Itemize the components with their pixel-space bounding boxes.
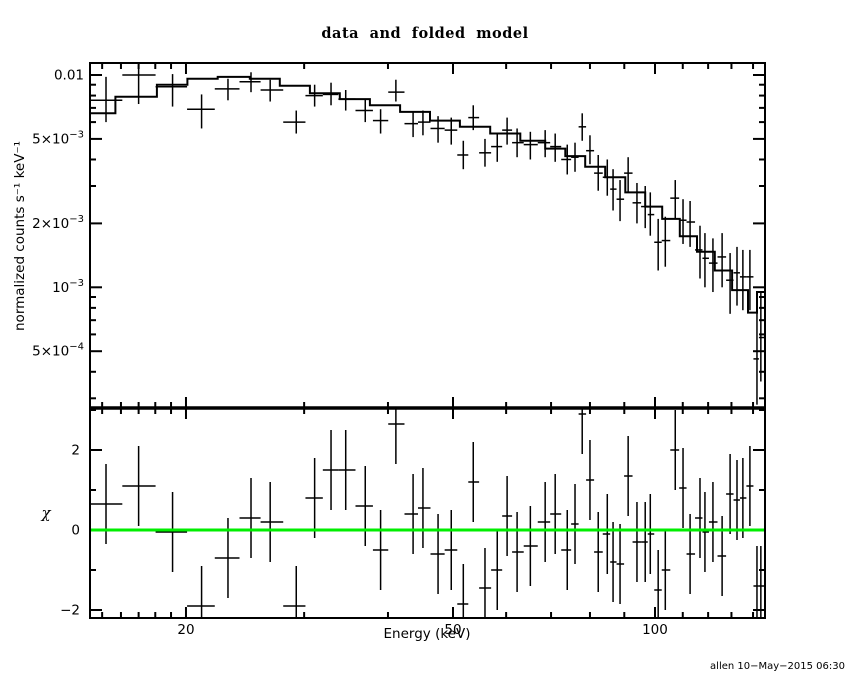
y-tick-label-bottom: 2 <box>71 443 80 459</box>
y-tick-label-bottom: −2 <box>60 603 80 619</box>
x-tick-label: 20 <box>177 622 194 638</box>
axis-ticks <box>90 63 765 618</box>
chi-residual-points <box>91 409 764 617</box>
timestamp: allen 10−May−2015 06:30 <box>710 661 845 672</box>
y-axis-label-top: normalized counts s⁻¹ keV⁻¹ <box>12 141 28 331</box>
x-tick-label: 50 <box>444 622 461 638</box>
panel-frames <box>89 62 766 619</box>
plot-title: data and folded model <box>321 25 528 42</box>
y-tick-label-bottom: 0 <box>71 523 80 539</box>
y-tick-label-top: 10−3 <box>52 278 84 296</box>
spectrum-data-points <box>91 65 764 405</box>
y-axis-label-bottom: χ <box>40 504 51 522</box>
x-tick-label: 100 <box>642 622 668 638</box>
model-histogram <box>91 75 764 314</box>
x-axis-label: Energy (keV) <box>384 626 471 642</box>
tick-labels: 0.015×10−32×10−310−35×10−420−220 50 100 <box>32 68 668 639</box>
y-tick-label-top: 5×10−3 <box>32 129 84 147</box>
y-tick-label-top: 5×10−4 <box>32 342 84 360</box>
y-tick-label-top: 2×10−3 <box>32 214 84 232</box>
y-tick-label-top: 0.01 <box>54 68 84 84</box>
